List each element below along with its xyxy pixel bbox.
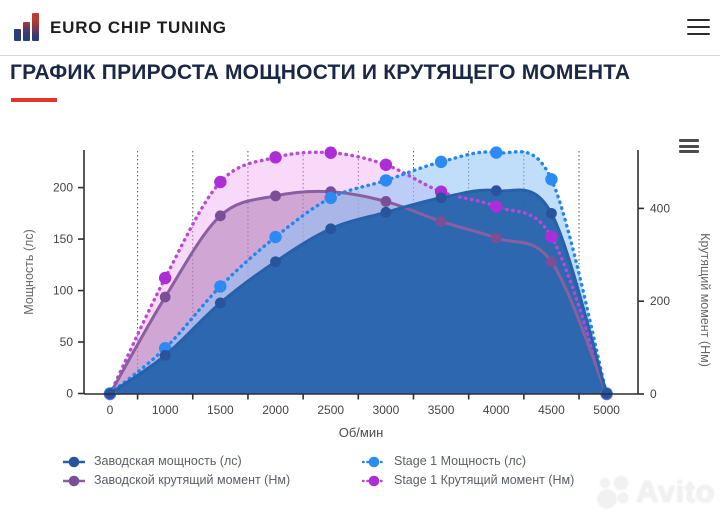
svg-text:3000: 3000 (373, 403, 400, 417)
svg-text:0: 0 (107, 403, 114, 417)
svg-text:1500: 1500 (207, 403, 234, 417)
svg-text:4000: 4000 (483, 403, 510, 417)
legend-label: Заводской крутящий момент (Нм) (94, 473, 291, 487)
line-series-3 (108, 150, 609, 396)
legend-label: Заводская мощность (лс) (94, 454, 242, 468)
marker-series-0 (546, 207, 557, 219)
marker-series-3 (379, 158, 393, 171)
svg-text:2500: 2500 (317, 403, 344, 417)
svg-text:100: 100 (53, 284, 73, 298)
power-torque-chart: 0 1000 1500 2000 2500 3000 3500 4000 4500 5000 0 50… (0, 118, 720, 458)
legend-marker-icon (362, 456, 386, 467)
svg-text:200: 200 (53, 181, 73, 195)
chart-menu-icon[interactable] (679, 139, 699, 153)
chart-legend: Заводская мощность (лс) Stage 1 Мощность … (62, 454, 670, 488)
marker-series-3 (269, 151, 282, 164)
svg-text:4500: 4500 (538, 403, 565, 417)
legend-item-3[interactable]: Stage 1 Крутящий момент (Нм) (362, 473, 670, 488)
page-title: ГРАФИК ПРИРОСТА МОЩНОСТИ И КРУТЯЩЕГО МОМ… (10, 61, 631, 84)
marker-series-2 (159, 291, 171, 303)
area-series-0 (110, 190, 607, 394)
marker-series-0 (214, 297, 226, 309)
marker-series-2 (270, 190, 281, 202)
marker-series-1 (269, 230, 282, 244)
marker-series-3 (490, 200, 503, 213)
title-accent-underline (11, 98, 57, 102)
legend-item-1[interactable]: Stage 1 Мощность (лс) (362, 454, 670, 469)
legend-label: Stage 1 Мощность (лс) (394, 454, 527, 468)
marker-series-0 (435, 192, 447, 204)
marker-series-2 (490, 232, 502, 244)
brand-bar-chart-icon (14, 13, 39, 41)
marker-series-0 (159, 350, 171, 361)
legend-marker-icon (63, 475, 85, 486)
logo-bar-medium (23, 22, 30, 41)
marker-series-3 (324, 146, 337, 159)
marker-series-0 (325, 223, 337, 235)
left-axis-title: Мощность (лс) (22, 229, 36, 314)
marker-series-0 (270, 256, 281, 268)
marker-series-1 (379, 174, 393, 187)
x-axis-title: Об/мин (339, 425, 384, 440)
line-series-2 (108, 189, 609, 395)
svg-text:150: 150 (53, 232, 73, 246)
legend-item-0[interactable]: Заводская мощность (лс) (62, 454, 362, 469)
svg-text:5000: 5000 (593, 403, 620, 417)
svg-text:0: 0 (66, 387, 73, 401)
logo-bar-tall (32, 13, 39, 41)
svg-text:3500: 3500 (428, 403, 455, 417)
axes (78, 150, 644, 400)
marker-series-1 (545, 173, 558, 186)
series-areas (110, 151, 607, 394)
hamburger-menu-icon[interactable] (687, 19, 710, 35)
marker-series-1 (324, 191, 337, 205)
marker-series-2 (214, 210, 226, 222)
legend-item-2[interactable]: Заводской крутящий момент (Нм) (62, 473, 362, 488)
brand-name: EURO CHIP TUNING (50, 17, 227, 37)
marker-series-2 (546, 256, 557, 268)
axis-tick-labels: 0 1000 1500 2000 2500 3000 3500 4000 4500 5000050… (22, 181, 712, 440)
legend-marker-icon (362, 475, 386, 486)
marker-series-1 (490, 146, 503, 159)
legend-label: Stage 1 Крутящий момент (Нм) (394, 473, 575, 487)
avito-dots-icon (598, 476, 629, 508)
svg-text:400: 400 (650, 201, 670, 215)
logo-bar-small (14, 29, 21, 41)
svg-text:1000: 1000 (152, 403, 179, 417)
marker-series-2 (380, 196, 392, 207)
marker-series-0 (490, 185, 502, 197)
marker-series-3 (545, 230, 558, 243)
marker-series-2 (435, 215, 447, 227)
avito-watermark-text: Avito (636, 474, 715, 509)
marker-series-3 (214, 175, 227, 189)
series-lines (103, 146, 613, 401)
svg-text:2000: 2000 (262, 403, 289, 417)
avito-watermark: Avito (597, 473, 715, 511)
svg-text:200: 200 (650, 294, 670, 308)
svg-text:0: 0 (650, 387, 657, 401)
legend-marker-icon (63, 456, 85, 467)
marker-series-3 (158, 271, 172, 285)
right-axis-title: Крутящий момент (Нм) (698, 233, 712, 367)
marker-series-1 (214, 280, 227, 293)
marker-series-0 (380, 206, 392, 218)
marker-series-1 (434, 155, 448, 169)
header: EURO CHIP TUNING (0, 0, 720, 56)
chart-canvas: 0 1000 1500 2000 2500 3000 3500 4000 4500 5000050… (22, 146, 712, 440)
svg-text:50: 50 (60, 335, 74, 349)
